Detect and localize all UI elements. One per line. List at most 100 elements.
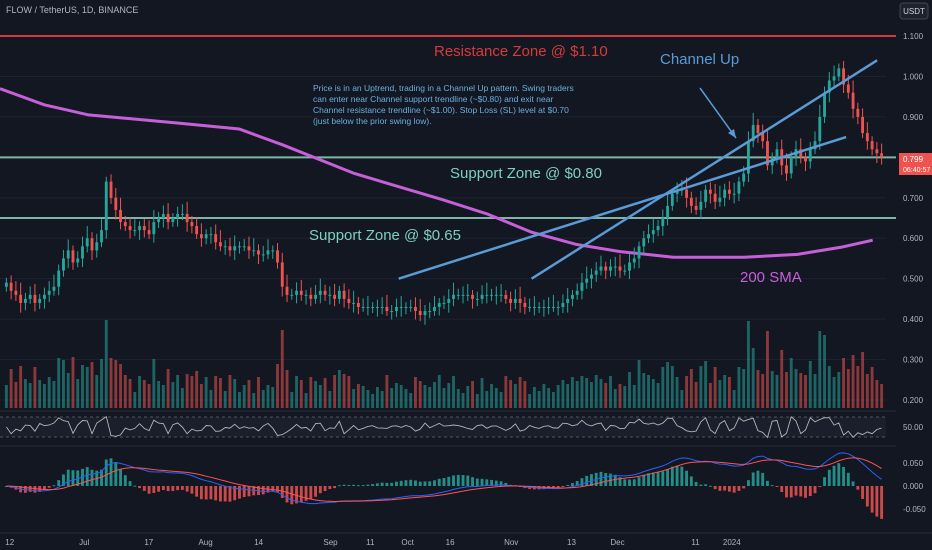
candle-body[interactable] <box>832 76 836 81</box>
candle-body[interactable] <box>128 226 132 231</box>
candle-body[interactable] <box>870 141 874 150</box>
candle-body[interactable] <box>737 181 741 194</box>
candle-body[interactable] <box>609 266 612 271</box>
candle-body[interactable] <box>38 298 42 303</box>
candle-body[interactable] <box>257 250 260 255</box>
candle-body[interactable] <box>437 302 441 307</box>
candle-body[interactable] <box>827 80 831 93</box>
candle-body[interactable] <box>266 250 270 255</box>
candle-body[interactable] <box>352 302 356 304</box>
candle-body[interactable] <box>19 294 23 303</box>
candle-body[interactable] <box>66 250 70 259</box>
candle-body[interactable] <box>756 124 760 134</box>
candle-body[interactable] <box>285 286 289 295</box>
candle-body[interactable] <box>161 213 165 218</box>
candle-body[interactable] <box>666 205 669 218</box>
candle-body[interactable] <box>4 282 8 287</box>
candle-body[interactable] <box>219 242 222 247</box>
candle-body[interactable] <box>223 246 227 248</box>
candle-body[interactable] <box>428 311 432 313</box>
candle-body[interactable] <box>418 311 422 316</box>
candle-body[interactable] <box>109 181 113 198</box>
candle-body[interactable] <box>747 141 750 174</box>
candle-body[interactable] <box>509 298 513 303</box>
candle-body[interactable] <box>518 298 522 303</box>
candle-body[interactable] <box>670 193 674 206</box>
candle-body[interactable] <box>461 294 465 296</box>
candle-body[interactable] <box>33 294 37 303</box>
candle-body[interactable] <box>551 306 555 308</box>
candle-body[interactable] <box>152 222 156 235</box>
candle-body[interactable] <box>761 133 765 142</box>
candle-body[interactable] <box>280 262 284 287</box>
candle-body[interactable] <box>9 282 13 291</box>
candle-body[interactable] <box>228 246 232 251</box>
candle-body[interactable] <box>14 290 18 295</box>
candle-body[interactable] <box>699 201 703 210</box>
candle-body[interactable] <box>523 302 527 307</box>
candle-body[interactable] <box>580 282 584 291</box>
candle-body[interactable] <box>447 298 451 303</box>
currency-badge[interactable] <box>899 2 929 20</box>
candle-body[interactable] <box>409 306 413 308</box>
candle-body[interactable] <box>166 213 170 223</box>
candle-body[interactable] <box>119 209 122 223</box>
candle-body[interactable] <box>342 290 346 299</box>
candle-body[interactable] <box>837 68 841 77</box>
candle-body[interactable] <box>395 306 398 312</box>
candle-body[interactable] <box>176 213 180 218</box>
candle-body[interactable] <box>604 266 608 271</box>
candle-body[interactable] <box>575 290 579 295</box>
candle-body[interactable] <box>123 222 127 227</box>
candle-body[interactable] <box>180 213 184 215</box>
candle-body[interactable] <box>594 270 598 275</box>
candle-body[interactable] <box>789 157 793 174</box>
candle-body[interactable] <box>861 116 865 134</box>
candle-body[interactable] <box>133 230 137 232</box>
candle-body[interactable] <box>295 290 298 295</box>
candle-body[interactable] <box>466 294 470 296</box>
candle-body[interactable] <box>813 141 817 150</box>
candle-body[interactable] <box>490 294 493 296</box>
candle-body[interactable] <box>775 149 779 158</box>
candle-body[interactable] <box>846 84 850 93</box>
candle-body[interactable] <box>314 294 317 299</box>
candle-body[interactable] <box>247 246 251 251</box>
candle-body[interactable] <box>471 294 474 299</box>
candle-body[interactable] <box>618 266 622 271</box>
candle-body[interactable] <box>561 302 565 307</box>
candle-body[interactable] <box>742 173 746 182</box>
candle-body[interactable] <box>333 294 337 299</box>
candle-body[interactable] <box>727 189 731 194</box>
candle-body[interactable] <box>480 294 484 299</box>
candle-body[interactable] <box>513 298 517 303</box>
candles[interactable] <box>4 61 884 325</box>
candle-body[interactable] <box>85 238 89 247</box>
candle-body[interactable] <box>385 306 389 312</box>
candle-body[interactable] <box>751 124 755 142</box>
candle-body[interactable] <box>542 306 546 308</box>
candle-body[interactable] <box>504 294 508 299</box>
candle-body[interactable] <box>689 197 693 206</box>
candle-body[interactable] <box>375 306 379 308</box>
candle-body[interactable] <box>195 226 199 235</box>
candle-body[interactable] <box>414 306 417 312</box>
candle-body[interactable] <box>723 189 727 198</box>
candle-body[interactable] <box>356 302 360 307</box>
candle-body[interactable] <box>404 306 408 308</box>
candle-body[interactable] <box>628 262 631 271</box>
candle-body[interactable] <box>271 250 275 252</box>
candle-body[interactable] <box>147 230 151 235</box>
candle-body[interactable] <box>214 234 218 243</box>
candle-body[interactable] <box>390 311 394 313</box>
candle-body[interactable] <box>399 306 403 308</box>
candle-body[interactable] <box>485 294 489 296</box>
candle-body[interactable] <box>766 141 769 166</box>
candle-body[interactable] <box>433 306 436 312</box>
channel-lower-line[interactable] <box>398 135 847 280</box>
candle-body[interactable] <box>233 246 237 251</box>
candle-body[interactable] <box>708 189 712 194</box>
candle-body[interactable] <box>190 222 194 227</box>
candle-body[interactable] <box>23 298 27 303</box>
candle-body[interactable] <box>732 193 736 195</box>
